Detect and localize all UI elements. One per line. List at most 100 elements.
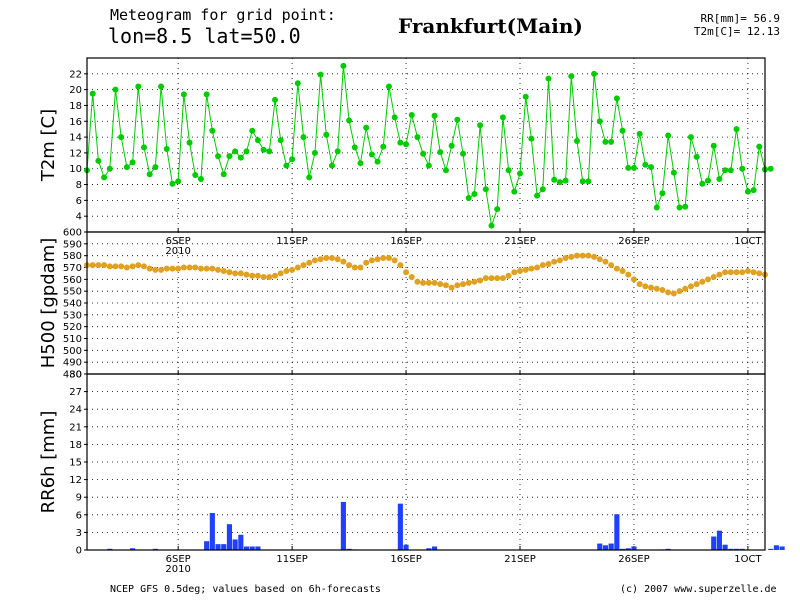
h500-point — [545, 260, 552, 267]
t2m-point — [357, 160, 364, 167]
y-tick-label: 14 — [69, 133, 82, 144]
t2m-point — [363, 124, 370, 131]
t2m-point — [648, 164, 655, 171]
y-axis-label: RR6h [mm] — [38, 411, 59, 514]
h500-point — [659, 286, 666, 293]
t2m-point — [425, 162, 432, 169]
h500-point — [89, 262, 96, 269]
h500-point — [391, 257, 398, 264]
title-line-2: lon=8.5 lat=50.0 — [108, 24, 301, 48]
h500-point — [317, 256, 324, 263]
t2m-point — [750, 187, 757, 194]
t2m-point — [294, 80, 301, 87]
rr-bar — [340, 501, 346, 550]
h500-point — [380, 255, 387, 262]
t2m-point — [152, 164, 159, 171]
t2m-point — [272, 96, 279, 103]
t2m-point — [220, 171, 227, 178]
h500-point — [448, 284, 455, 291]
t2m-point — [437, 149, 444, 156]
h500-point — [146, 265, 153, 272]
t2m-point — [522, 93, 529, 100]
h500-point — [744, 268, 751, 275]
y-tick-label: 24 — [69, 405, 82, 416]
x-tick-label: 11SEP — [276, 236, 307, 247]
y-tick-label: 22 — [69, 69, 82, 80]
h500-point — [591, 253, 598, 260]
t2m-point — [186, 139, 193, 146]
y-tick-label: 6 — [76, 510, 82, 521]
y-tick-label: 16 — [69, 117, 82, 128]
t2m-summary: T2m[C]= 12.13 — [693, 25, 780, 38]
h500-point — [232, 270, 239, 277]
panel-frame — [86, 373, 766, 551]
t2m-point — [277, 137, 284, 144]
h500-point — [163, 265, 170, 272]
t2m-point — [300, 134, 307, 141]
h500-point — [471, 278, 478, 285]
t2m-point — [346, 117, 353, 124]
h500-point — [363, 259, 370, 266]
t2m-point — [767, 165, 774, 172]
footer-source: NCEP GFS 0.5deg; values based on 6h-fore… — [110, 584, 381, 595]
t2m-point — [528, 135, 535, 142]
t2m-point — [471, 191, 478, 198]
h500-point — [357, 264, 364, 271]
t2m-point — [494, 206, 501, 213]
t2m-point — [573, 138, 580, 145]
h500-point — [414, 278, 421, 285]
h500-point — [522, 266, 529, 273]
t2m-point — [135, 83, 142, 90]
t2m-point — [89, 90, 96, 97]
t2m-point — [710, 142, 717, 149]
t2m-point — [323, 131, 330, 138]
h500-point — [260, 273, 267, 280]
t2m-point — [539, 186, 546, 193]
h500-point — [425, 279, 432, 286]
t2m-point — [328, 162, 335, 169]
h500-point — [442, 282, 449, 289]
x-tick-label: 16SEP — [390, 236, 421, 247]
rr-bar — [625, 548, 631, 550]
h500-point — [705, 276, 712, 283]
y-tick-label: 9 — [76, 493, 82, 504]
h500-point — [465, 279, 472, 286]
t2m-point — [613, 95, 620, 102]
h500-point — [670, 290, 677, 297]
h500-point — [311, 257, 318, 264]
t2m-point — [197, 176, 204, 183]
h500-point — [237, 270, 244, 277]
h500-point — [249, 272, 256, 279]
t2m-point — [756, 143, 763, 150]
t2m-point — [243, 148, 250, 155]
h500-point — [750, 269, 757, 276]
t2m-point — [408, 111, 415, 118]
rr-bar — [614, 514, 620, 550]
h500-point — [169, 265, 176, 272]
rr-bar — [426, 548, 432, 550]
h500-point — [118, 263, 125, 270]
rr-bar — [431, 546, 438, 550]
h500-point — [272, 272, 279, 279]
t2m-point — [659, 190, 666, 197]
h500-point — [283, 268, 290, 275]
y-tick-label: 18 — [69, 101, 82, 112]
h500-point — [106, 263, 113, 270]
h500-point — [135, 262, 142, 269]
h500-point — [289, 266, 296, 273]
t2m-point — [636, 130, 643, 137]
rr-bar — [602, 545, 609, 550]
t2m-point — [699, 180, 706, 187]
h500-point — [209, 265, 216, 272]
h500-point — [254, 272, 261, 279]
y-tick-label: 4 — [76, 212, 82, 223]
rr-bar — [204, 541, 210, 550]
y-tick-label: 590 — [63, 239, 82, 250]
h500-point — [158, 266, 165, 273]
t2m-point — [380, 143, 387, 150]
t2m-point — [106, 165, 113, 172]
rr-bar — [722, 544, 728, 550]
rr-bar — [238, 534, 244, 550]
rr-bar — [608, 543, 614, 550]
